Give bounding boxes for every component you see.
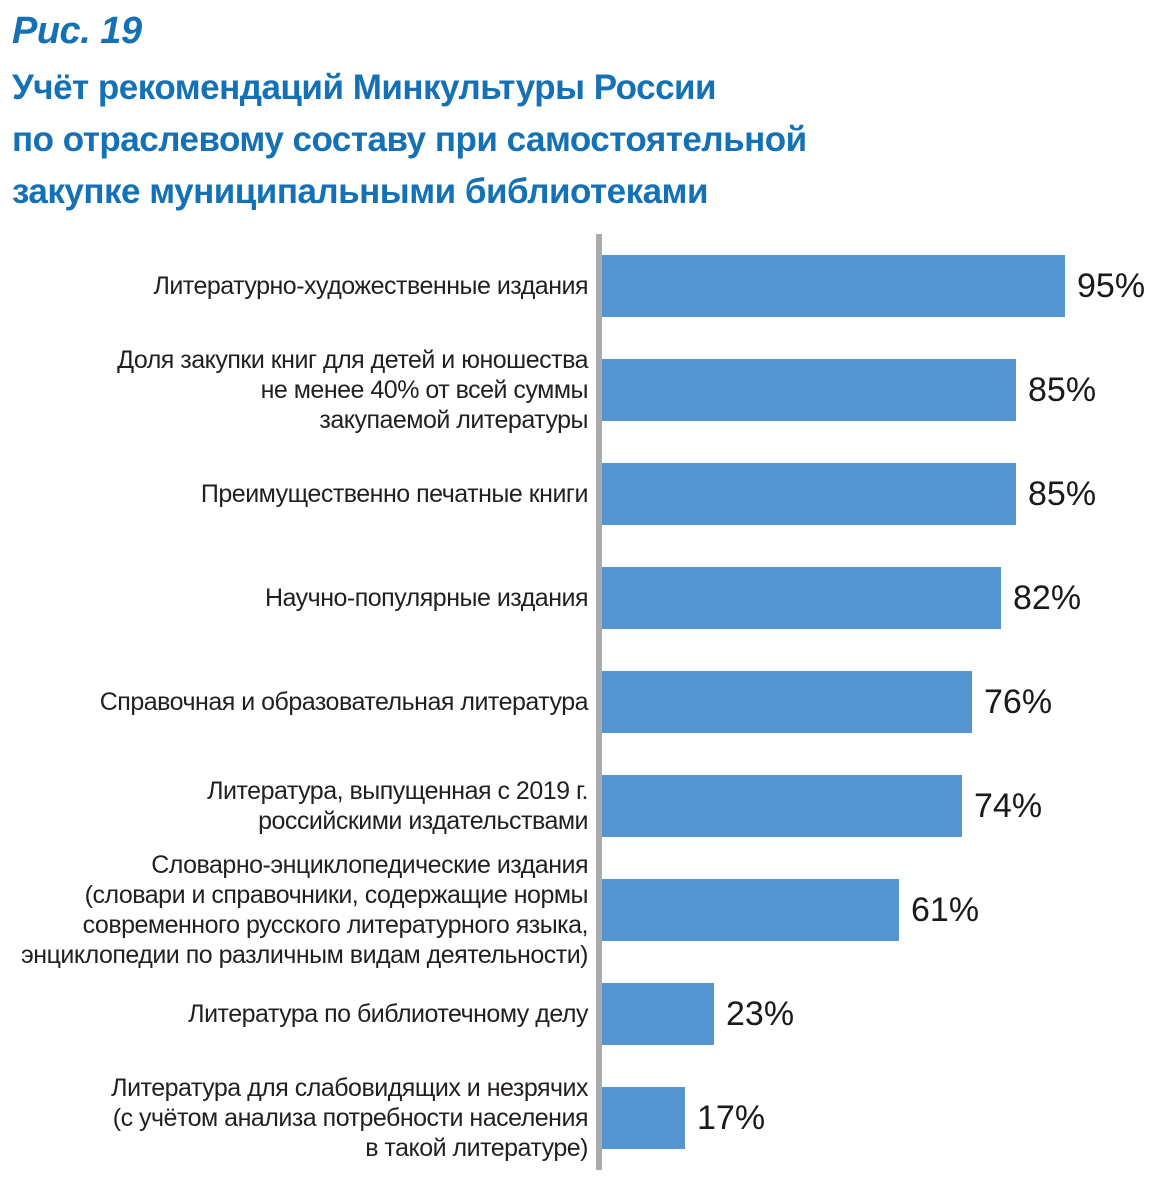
- bar-row: Доля закупки книг для детей и юношества …: [0, 338, 1159, 442]
- value-label: 61%: [911, 890, 980, 929]
- value-label: 74%: [974, 786, 1043, 825]
- bar-cell: 17%: [602, 1066, 1159, 1170]
- chart-rows: Литературно-художественные издания 95% Д…: [0, 234, 1159, 1170]
- bar-cell: 85%: [602, 442, 1159, 546]
- bar: [602, 671, 972, 733]
- bar-row: Словарно-энциклопедические издания (слов…: [0, 851, 1159, 969]
- figure-title-line-3: закупке муниципальными библиотеками: [12, 172, 708, 211]
- bar: [602, 1087, 685, 1149]
- category-label: Литература по библиотечному делу: [188, 1000, 588, 1028]
- bar-cell: 61%: [602, 858, 1159, 962]
- bar-cell: 82%: [602, 546, 1159, 650]
- value-label: 17%: [697, 1098, 766, 1137]
- value-label: 23%: [726, 994, 795, 1033]
- value-label: 95%: [1077, 266, 1146, 305]
- bar-cell: 76%: [602, 650, 1159, 754]
- bar: [602, 567, 1001, 629]
- bar: [602, 879, 899, 941]
- value-label: 85%: [1028, 474, 1097, 513]
- value-label: 85%: [1028, 370, 1097, 409]
- bar: [602, 255, 1065, 317]
- value-label: 82%: [1013, 578, 1082, 617]
- figure-header: Рис. 19 Учёт рекомендаций Минкультуры Ро…: [0, 0, 1159, 218]
- bar-row: Литература, выпущенная с 2019 г. российс…: [0, 754, 1159, 858]
- category-label: Словарно-энциклопедические издания (слов…: [21, 851, 588, 969]
- bar-row: Литература по библиотечному делу 23%: [0, 962, 1159, 1066]
- bar-cell: 23%: [602, 962, 1159, 1066]
- category-label: Литературно-художественные издания: [153, 272, 588, 300]
- figure-number: Рис. 19: [12, 10, 142, 52]
- bar-row: Литературно-художественные издания 95%: [0, 234, 1159, 338]
- bar-row: Литература для слабовидящих и незрячих (…: [0, 1066, 1159, 1170]
- y-axis-line: [596, 234, 602, 1170]
- bar-chart: Литературно-художественные издания 95% Д…: [0, 234, 1159, 1170]
- bar-cell: 74%: [602, 754, 1159, 858]
- figure-title-line-1: Учёт рекомендаций Минкультуры России: [12, 68, 717, 107]
- bar-row: Справочная и образовательная литература …: [0, 650, 1159, 754]
- bar-cell: 95%: [602, 234, 1159, 338]
- category-label: Преимущественно печатные книги: [200, 480, 589, 508]
- bar: [602, 463, 1016, 525]
- bar: [602, 775, 962, 837]
- figure-title-line-2: по отраслевому составу при самостоятельн…: [12, 120, 807, 159]
- category-label: Литература, выпущенная с 2019 г. российс…: [207, 777, 588, 835]
- bar: [602, 359, 1016, 421]
- bar-row: Научно-популярные издания 82%: [0, 546, 1159, 650]
- figure-title: Учёт рекомендаций Минкультуры России по …: [12, 62, 1159, 218]
- category-label: Научно-популярные издания: [265, 584, 589, 612]
- bar-cell: 85%: [602, 338, 1159, 442]
- category-label: Доля закупки книг для детей и юношества …: [117, 346, 588, 434]
- category-label: Справочная и образовательная литература: [99, 688, 589, 716]
- bar: [602, 983, 714, 1045]
- bar-row: Преимущественно печатные книги 85%: [0, 442, 1159, 546]
- category-label: Литература для слабовидящих и незрячих (…: [111, 1074, 588, 1162]
- value-label: 76%: [984, 682, 1053, 721]
